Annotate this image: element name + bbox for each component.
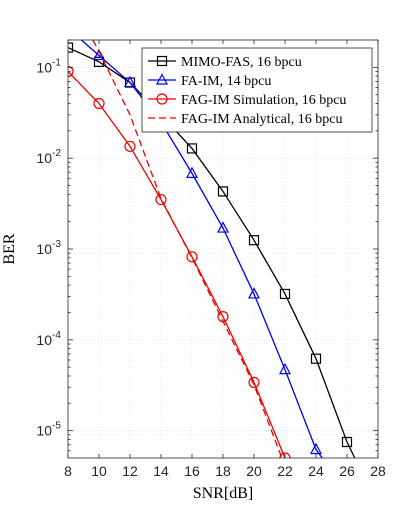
- x-tick-label: 28: [370, 463, 386, 479]
- legend-label: FA-IM, 14 bpcu: [181, 74, 271, 89]
- x-tick-label: 12: [122, 463, 138, 479]
- triangle-marker: [93, 48, 105, 61]
- series-line: [68, 46, 356, 458]
- triangle-marker: [124, 75, 136, 88]
- legend-label: MIMO-FAS, 16 bpcu: [181, 55, 302, 70]
- x-tick-label: 20: [246, 463, 262, 479]
- y-tick-exponent: -2: [52, 148, 61, 159]
- triangle-marker: [310, 442, 322, 455]
- legend-entry: MIMO-FAS, 16 bpcu: [148, 55, 302, 70]
- triangle-marker: [217, 221, 229, 233]
- x-tick-label: 26: [339, 463, 355, 479]
- legend-entry: FA-IM, 14 bpcu: [148, 73, 271, 89]
- series-line: [68, 71, 286, 458]
- circle-marker: [124, 140, 136, 152]
- x-tick-labels: 8 10 12 14 16 18 20 22 24 26 28: [64, 463, 386, 479]
- series-line: [80, 40, 323, 458]
- y-tick-exponent: -3: [52, 239, 61, 250]
- series-layer: [68, 40, 356, 458]
- square-marker: [217, 186, 229, 197]
- square-marker: [341, 436, 353, 448]
- x-tick-label: 14: [153, 463, 169, 479]
- circle-marker: [279, 452, 291, 458]
- y-axis-label: BER: [1, 233, 18, 264]
- y-tick-label: 10: [36, 59, 52, 75]
- y-tick-label: 10: [36, 332, 52, 348]
- legend-label: FAG-IM Simulation, 16 bpcu: [181, 93, 346, 108]
- ticks: [67, 39, 379, 458]
- series-4: [92, 40, 283, 458]
- square-marker: [156, 55, 168, 67]
- x-tick-label: 22: [277, 463, 293, 479]
- circle-marker: [186, 251, 198, 263]
- series-3: [68, 65, 291, 458]
- legend-entry: FAG-IM Analytical, 16 bpcu: [148, 112, 343, 127]
- series-1: [68, 42, 356, 458]
- triangle-marker: [248, 287, 260, 299]
- x-tick-label: 8: [64, 463, 72, 479]
- circle-marker: [93, 97, 105, 110]
- circle-marker: [248, 376, 260, 388]
- series-2: [80, 40, 323, 458]
- y-tick-exponent: -4: [52, 330, 61, 341]
- circle-marker: [68, 65, 74, 78]
- y-tick-exponent: -5: [52, 421, 61, 432]
- triangle-marker: [279, 362, 291, 375]
- x-tick-label: 10: [91, 463, 107, 479]
- circle-marker: [155, 193, 167, 206]
- legend: MIMO-FAS, 16 bpcu FA-IM, 14 bpcu FAG-IM Si…: [141, 47, 373, 133]
- x-tick-label: 18: [215, 463, 231, 479]
- legend-entry: FAG-IM Simulation, 16 bpcu: [148, 93, 346, 108]
- square-marker: [68, 42, 74, 53]
- square-marker: [310, 353, 322, 364]
- y-tick-labels: 10-110-210-310-410-5: [36, 57, 61, 438]
- y-tick-exponent: -1: [52, 57, 61, 68]
- square-marker: [248, 235, 260, 246]
- legend-label: FAG-IM Analytical, 16 bpcu: [181, 112, 343, 127]
- x-axis-label: SNR[dB]: [193, 485, 253, 502]
- square-marker: [279, 288, 291, 300]
- y-tick-label: 10: [36, 423, 52, 439]
- y-tick-label: 10: [36, 241, 52, 257]
- legend-box: [141, 47, 373, 133]
- triangle-marker: [156, 73, 168, 85]
- x-tick-label: 16: [184, 463, 200, 479]
- y-tick-label: 10: [36, 150, 52, 166]
- triangle-marker: [186, 166, 198, 178]
- circle-marker: [156, 93, 168, 105]
- square-marker: [186, 143, 198, 154]
- x-tick-label: 24: [308, 463, 324, 479]
- series-line: [92, 40, 283, 458]
